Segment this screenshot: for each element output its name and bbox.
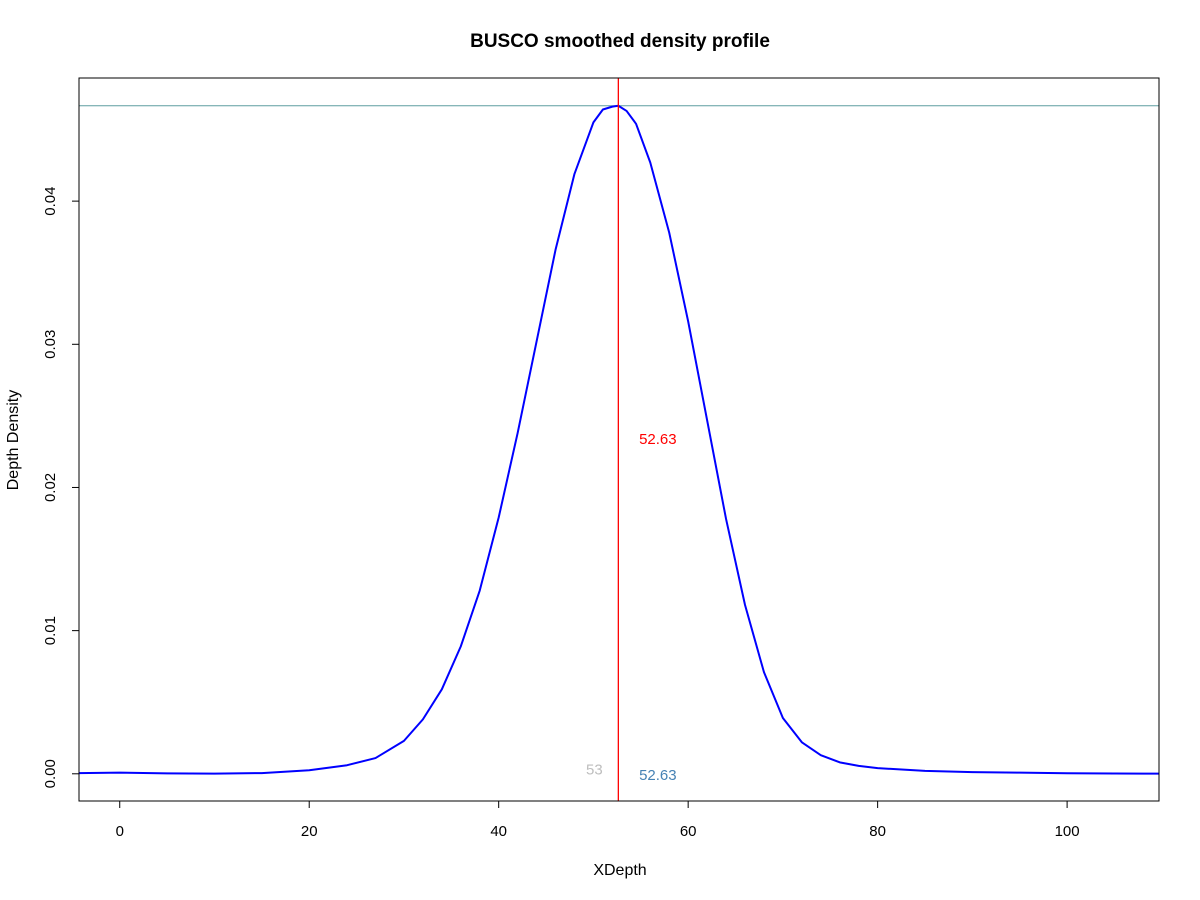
annotation-label: 53 <box>586 762 603 779</box>
x-tick-label: 80 <box>869 823 886 840</box>
y-axis-label: Depth Density <box>5 390 22 491</box>
x-tick-label: 100 <box>1055 823 1080 840</box>
plot-content <box>79 78 1159 801</box>
y-tick-label: 0.03 <box>42 330 59 359</box>
density-curve-line <box>79 104 1159 775</box>
y-tick-label: 0.00 <box>42 759 59 788</box>
plot-area: 0 20 40 60 80 100 0.00 0.01 0.02 0.03 0.04 52.63 52.… <box>42 77 1160 840</box>
x-tick-label: 40 <box>490 823 507 840</box>
annotation-label: 52.63 <box>639 431 677 448</box>
chart-title: BUSCO smoothed density profile <box>470 31 770 52</box>
x-tick-label: 0 <box>116 823 124 840</box>
y-tick-label: 0.01 <box>42 616 59 645</box>
plot-frame <box>78 77 1160 802</box>
annotation-label: 52.63 <box>639 767 677 784</box>
x-tick-label: 60 <box>680 823 697 840</box>
x-axis-label: XDepth <box>593 862 646 879</box>
y-tick-label: 0.02 <box>42 473 59 502</box>
x-tick-label: 20 <box>301 823 318 840</box>
y-tick-label: 0.04 <box>42 187 59 216</box>
